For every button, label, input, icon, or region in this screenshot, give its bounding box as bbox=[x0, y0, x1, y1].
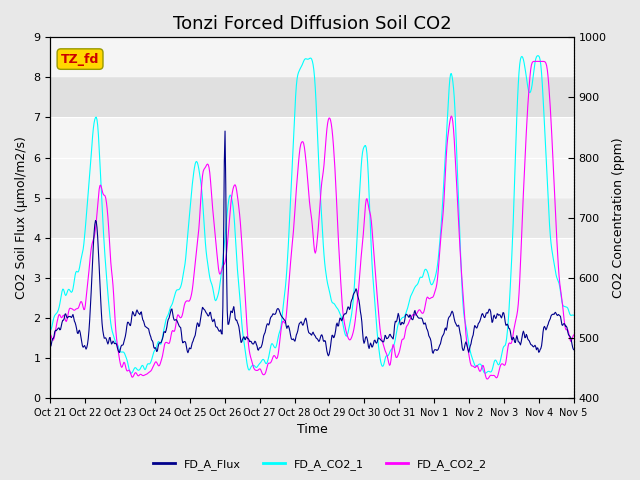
Bar bbox=[51, 77, 573, 118]
Y-axis label: CO2 Concentration (ppm): CO2 Concentration (ppm) bbox=[612, 137, 625, 298]
Text: TZ_fd: TZ_fd bbox=[61, 53, 99, 66]
Title: Tonzi Forced Diffusion Soil CO2: Tonzi Forced Diffusion Soil CO2 bbox=[173, 15, 451, 33]
Y-axis label: CO2 Soil Flux (μmol/m2/s): CO2 Soil Flux (μmol/m2/s) bbox=[15, 136, 28, 299]
Legend: FD_A_Flux, FD_A_CO2_1, FD_A_CO2_2: FD_A_Flux, FD_A_CO2_1, FD_A_CO2_2 bbox=[148, 455, 492, 474]
Bar bbox=[51, 198, 573, 238]
X-axis label: Time: Time bbox=[296, 423, 328, 436]
